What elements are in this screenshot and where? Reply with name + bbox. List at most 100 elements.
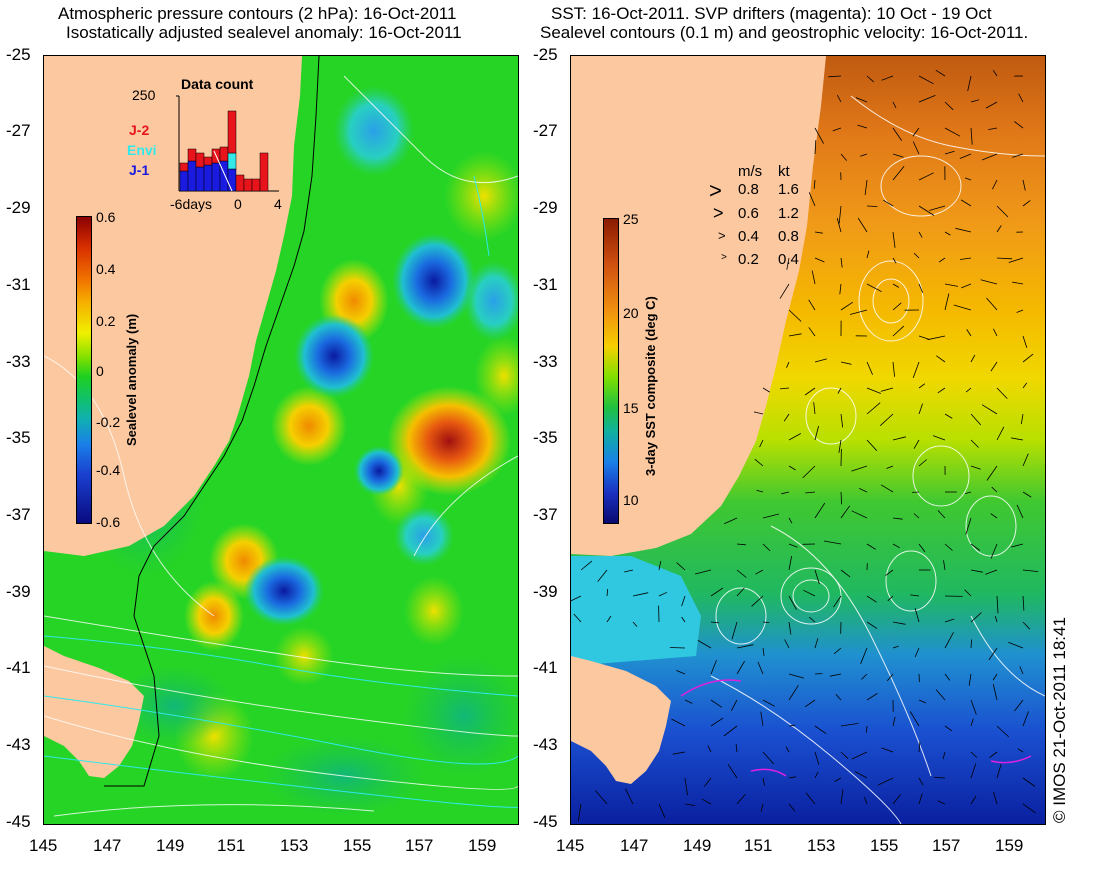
left-lat-tick: -31: [6, 275, 31, 294]
left-title-1: Atmospheric pressure contours (2 hPa): 1…: [58, 4, 457, 23]
velocity-arrow: [1022, 803, 1036, 814]
velocity-arrow: [996, 257, 1013, 260]
velocity-arrow: [996, 387, 1008, 399]
velocity-arrow: [918, 172, 934, 181]
velocity-arrow: [918, 283, 924, 294]
velocity-arrow: [990, 513, 998, 519]
velocity-arrow: [1016, 309, 1024, 313]
velocity-arrow: [736, 660, 745, 675]
velocity-arrow: [658, 803, 666, 818]
velocity-arrow: [866, 250, 870, 259]
velocity-arrow: [965, 387, 972, 393]
velocity-arrow: [937, 800, 946, 805]
velocity-arrow: [779, 387, 790, 390]
velocity-arrow: [814, 231, 823, 234]
velocity-arrow: [966, 329, 972, 337]
velocity-arrow: [736, 793, 746, 805]
inset-xtick-2: 4: [274, 196, 282, 212]
velocity-arrow: [723, 725, 738, 737]
velocity-arrow: [851, 751, 868, 760]
velocity-arrow: [986, 465, 998, 481]
velocity-arrow: [840, 301, 854, 311]
velocity-arrow: [784, 639, 790, 649]
velocity-arrow: [840, 789, 844, 805]
velocity-arrow: [918, 231, 923, 238]
velocity-arrow: [937, 387, 946, 394]
velocity-arrow: [918, 95, 936, 103]
velocity-arrow: [964, 589, 972, 597]
velocity-arrow: [970, 99, 980, 103]
velocity-arrow: [909, 711, 920, 727]
velocity-arrow: [672, 751, 686, 755]
velocity-arrow: [861, 673, 868, 680]
left-cbar-tick-5: -0.4: [96, 462, 121, 478]
velocity-arrow: [880, 484, 894, 493]
velocity-arrow: [961, 283, 972, 289]
velocity-arrow: [866, 361, 873, 375]
left-lon-tick: 157: [405, 836, 434, 855]
velocity-arrow: [840, 413, 844, 428]
velocity-arrow: [1008, 641, 1024, 649]
velocity-arrow: [736, 644, 754, 649]
velocity-arrow: [879, 413, 894, 426]
velocity-arrow: [676, 562, 686, 571]
velocity-arrow: [959, 153, 972, 159]
velocity-arrow: [676, 670, 686, 675]
velocity-arrow: [1022, 335, 1028, 348]
velocity-arrow: [934, 776, 946, 779]
velocity-arrow: [727, 763, 738, 779]
velocity-arrow: [886, 465, 894, 469]
velocity-arrow: [835, 694, 842, 701]
velocity-arrow: [866, 595, 877, 603]
velocity-arrow: [866, 75, 874, 83]
velocity-arrow: [892, 543, 900, 549]
right-lat-tick: -45: [533, 812, 558, 831]
inset-legend-j2: J-2: [129, 122, 150, 138]
left-cbar-tick-1: 0.4: [96, 261, 116, 277]
left-cbar-tick-0: 0.6: [96, 209, 116, 225]
velocity-arrow: [814, 425, 819, 441]
velocity-arrow: [788, 776, 796, 779]
velocity-arrow: [1022, 179, 1026, 191]
velocity-arrow: [814, 771, 819, 779]
velocity-arrow: [944, 150, 955, 155]
velocity-arrow: [1008, 257, 1024, 263]
left-colorbar-label: Sealevel anomaly (m): [124, 313, 139, 446]
velocity-arrow: [1022, 200, 1031, 207]
velocity-arrow: [710, 587, 724, 597]
velocity-arrow: [724, 517, 738, 525]
velocity-arrow: [1022, 569, 1039, 572]
velocity-arrow: [710, 717, 724, 727]
left-lat-tick: -43: [6, 735, 31, 754]
velocity-arrow: [892, 166, 905, 181]
velocity-arrow: [753, 411, 764, 415]
velocity-arrow: [814, 751, 820, 766]
velocity-arrow: [913, 252, 920, 259]
velocity-arrow: [912, 127, 920, 137]
speed-arrow-icon: >: [718, 228, 726, 243]
left-sealevel-map: 0.6 0.4 0.2 0 -0.2 -0.4 -0.6 Sealevel an…: [43, 55, 519, 825]
velocity-arrow: [788, 517, 793, 524]
left-cbar-tick-3: 0: [96, 363, 104, 379]
left-lat-tick: -29: [6, 198, 31, 217]
right-lat-tick: -43: [533, 735, 558, 754]
velocity-arrow: [837, 387, 842, 394]
velocity-arrow: [785, 746, 790, 753]
right-sst-map: 25 20 15 10 3-day SST composite (deg C) …: [570, 55, 1046, 825]
velocity-arrow: [840, 751, 849, 759]
velocity-arrow: [786, 257, 790, 270]
velocity-arrow: [751, 595, 764, 607]
velocity-arrow: [805, 491, 816, 494]
velocity-arrow: [970, 465, 981, 470]
velocity-arrow: [684, 777, 688, 796]
velocity-arrow: [883, 199, 894, 207]
velocity-arrow: [1017, 748, 1024, 753]
velocity-arrow: [892, 794, 901, 805]
velocity-arrow: [833, 647, 842, 655]
velocity-arrow: [996, 225, 1002, 233]
speed-legend-ms-3: 0.2: [738, 251, 759, 268]
velocity-arrow: [1022, 777, 1036, 787]
velocity-arrow: [731, 621, 738, 640]
velocity-arrow: [970, 439, 979, 448]
velocity-arrow: [703, 777, 712, 787]
